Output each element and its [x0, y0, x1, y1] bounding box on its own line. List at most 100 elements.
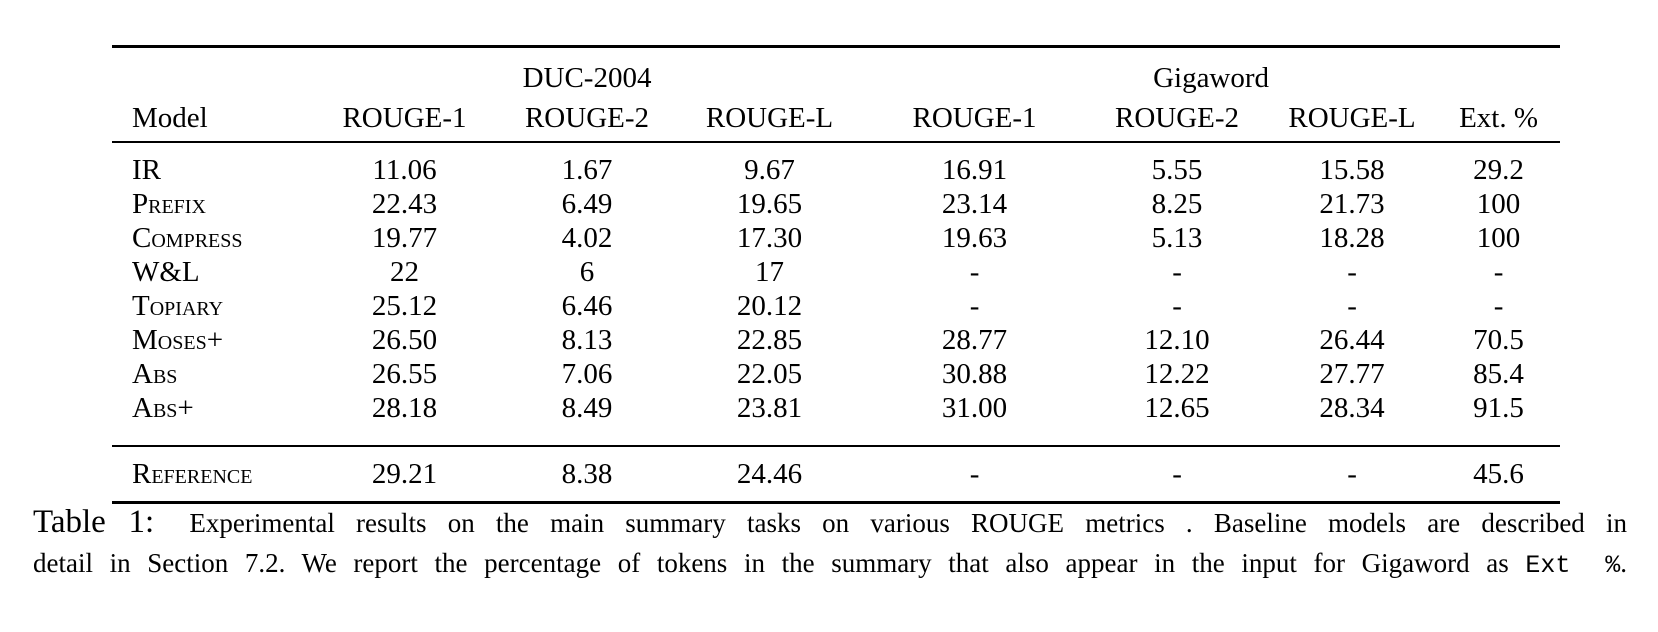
- table-row-reference: Reference 29.21 8.38 24.46 - - - 45.6: [112, 445, 1561, 503]
- cell: 29.21: [312, 445, 497, 503]
- column-header-ext-pct: Ext. %: [1437, 96, 1561, 143]
- table-row-moses: Moses+ 26.50 8.13 22.85 28.77 12.10 26.4…: [112, 323, 1560, 357]
- table-row-prefix: Prefix 22.43 6.49 19.65 23.14 8.25 21.73…: [112, 187, 1560, 221]
- group-header-row: DUC-2004 Gigaword: [112, 47, 1560, 97]
- cell: 4.02: [561, 221, 613, 254]
- cell: 26.55: [371, 357, 438, 390]
- group-header-duc-2004: DUC-2004: [522, 62, 652, 94]
- cell: 19.65: [736, 187, 803, 220]
- cell: 23.14: [941, 187, 1008, 220]
- table-row-compress: Compress 19.77 4.02 17.30 19.63 5.13 18.…: [112, 221, 1560, 255]
- cell: -: [969, 289, 980, 322]
- table-caption: Table 1: Experimental results on the mai…: [33, 502, 1627, 586]
- cell: 26.44: [1319, 323, 1385, 356]
- cell: 5.13: [1151, 221, 1203, 254]
- cell: 30.88: [941, 357, 1008, 390]
- column-header-duc-rouge-2: ROUGE-2: [497, 96, 677, 143]
- model-label: Prefix: [132, 187, 206, 220]
- cell: 12.10: [1144, 323, 1210, 356]
- spacer-row: [112, 425, 1560, 446]
- cell: 100: [1476, 187, 1521, 220]
- cell: 22.43: [371, 187, 438, 220]
- cell: 8.49: [561, 391, 613, 424]
- cell: 6.49: [561, 187, 613, 220]
- table-row-ir: IR 11.06 1.67 9.67 16.91 5.55 15.58 29.2: [112, 153, 1560, 187]
- group-header-empty: [112, 47, 312, 97]
- caption-text-1: Experimental results on the main summary…: [189, 508, 1627, 538]
- cell: 8.13: [561, 323, 613, 356]
- cell: 17: [755, 255, 785, 288]
- results-table: DUC-2004 Gigaword Model ROUGE-1 ROUGE-2 …: [112, 45, 1561, 504]
- model-label: IR: [132, 153, 161, 186]
- cell: 22.85: [736, 323, 803, 356]
- model-label: Topiary: [132, 289, 224, 322]
- cell: 70.5: [1473, 323, 1524, 356]
- cell: -: [862, 445, 1088, 503]
- cell: 29.2: [1473, 153, 1524, 186]
- table-row-topiary: Topiary 25.12 6.46 20.12 - - - -: [112, 289, 1560, 323]
- cell: -: [1493, 255, 1504, 288]
- cell: -: [1347, 289, 1357, 322]
- cell: 22.05: [736, 357, 803, 390]
- table-row-abs: Abs 26.55 7.06 22.05 30.88 12.22 27.77 8…: [112, 357, 1560, 391]
- cell: 12.22: [1144, 357, 1210, 390]
- cell: -: [1347, 255, 1357, 288]
- cell: 26.50: [371, 323, 438, 356]
- column-header-duc-rouge-l: ROUGE-L: [677, 96, 863, 143]
- cell: 91.5: [1473, 391, 1524, 424]
- caption-line-2: detail in Section 7.2. We report the per…: [33, 543, 1627, 586]
- cell: 5.55: [1151, 153, 1203, 186]
- model-label: Reference: [112, 445, 312, 503]
- padding-row: [112, 142, 1560, 153]
- cell: 19.63: [941, 221, 1008, 254]
- cell: 24.46: [677, 445, 863, 503]
- cell: 16.91: [941, 153, 1008, 186]
- cell: 85.4: [1473, 357, 1524, 390]
- group-header-gigaword: Gigaword: [1153, 62, 1270, 94]
- cell: 28.77: [941, 323, 1008, 356]
- cell: -: [969, 255, 980, 288]
- cell: -: [1172, 255, 1182, 288]
- cell: 22: [390, 255, 419, 288]
- column-header-row: Model ROUGE-1 ROUGE-2 ROUGE-L ROUGE-1 RO…: [112, 96, 1561, 143]
- cell: -: [1267, 445, 1438, 503]
- cell: 8.25: [1151, 187, 1203, 220]
- cell: -: [1087, 445, 1268, 503]
- column-header-model: Model: [112, 96, 312, 143]
- cell: 12.65: [1144, 391, 1210, 424]
- cell: 11.06: [372, 153, 437, 186]
- cell: 19.77: [371, 221, 438, 254]
- table-row-abs-plus: Abs+ 28.18 8.49 23.81 31.00 12.65 28.34 …: [112, 391, 1560, 425]
- cell: -: [1172, 289, 1182, 322]
- cell: 100: [1476, 221, 1521, 254]
- caption-period: .: [1620, 548, 1628, 578]
- caption-text-2: detail in Section 7.2. We report the per…: [33, 548, 1509, 578]
- caption-code-ext: Ext %: [1525, 551, 1621, 580]
- cell: 6: [579, 255, 595, 288]
- cell: 6.46: [561, 289, 613, 322]
- cell: 21.73: [1319, 187, 1385, 220]
- caption-label: Table 1:: [33, 504, 155, 540]
- cell: 27.77: [1319, 357, 1385, 390]
- cell: 31.00: [941, 391, 1008, 424]
- model-label: Abs+: [132, 391, 194, 424]
- column-header-giga-rouge-2: ROUGE-2: [1087, 96, 1268, 143]
- caption-line-1: Table 1: Experimental results on the mai…: [33, 502, 1627, 543]
- cell: 28.18: [371, 391, 438, 424]
- model-label: Compress: [132, 221, 243, 254]
- cell: 20.12: [736, 289, 803, 322]
- cell: 17.30: [736, 221, 803, 254]
- model-label: W&L: [132, 255, 200, 288]
- cell: 8.38: [497, 445, 677, 503]
- model-label: Moses+: [132, 323, 224, 356]
- column-header-giga-rouge-1: ROUGE-1: [862, 96, 1088, 143]
- cell: 25.12: [371, 289, 438, 322]
- cell: 28.34: [1319, 391, 1385, 424]
- column-header-duc-rouge-1: ROUGE-1: [312, 96, 497, 143]
- cell: 7.06: [561, 357, 613, 390]
- model-label: Abs: [132, 357, 178, 390]
- cell: 1.67: [561, 153, 613, 186]
- column-header-giga-rouge-l: ROUGE-L: [1267, 96, 1438, 143]
- cell: 23.81: [736, 391, 803, 424]
